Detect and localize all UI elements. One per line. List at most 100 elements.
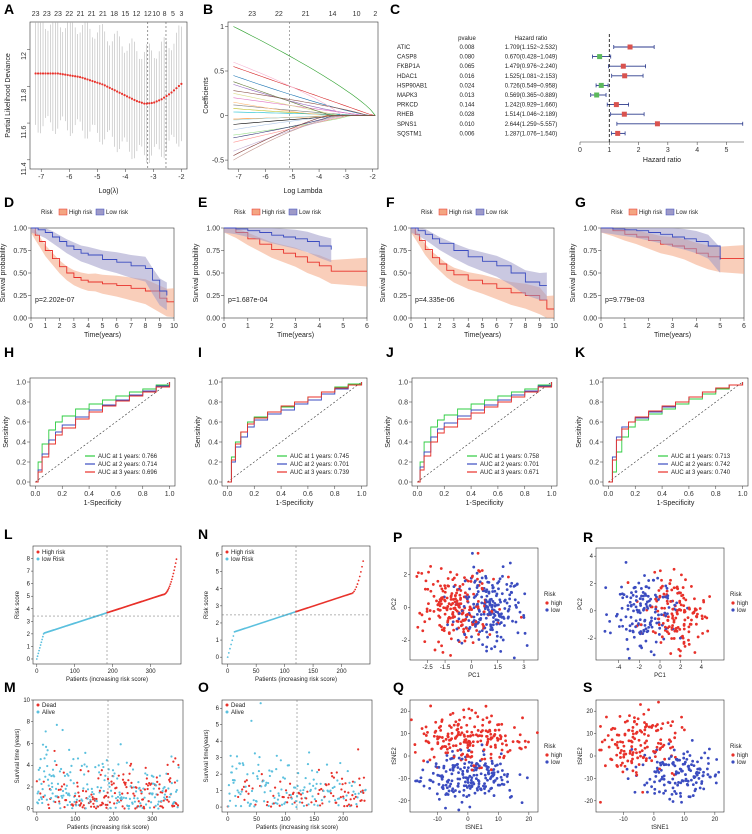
high-point: [497, 728, 501, 732]
risk-point: [362, 560, 365, 563]
high-point: [483, 757, 487, 761]
y-tick-label: 1.0: [208, 380, 218, 387]
high-point: [650, 759, 654, 763]
low-point: [484, 616, 488, 620]
y-tick-label: 0.4: [398, 440, 408, 447]
low-point: [489, 787, 493, 791]
dead-point: [347, 803, 351, 806]
dead-point: [169, 777, 172, 780]
low-point: [509, 584, 512, 588]
high-point: [643, 721, 646, 724]
dead-point: [141, 798, 145, 801]
low-point: [697, 777, 701, 780]
high-point: [693, 651, 697, 654]
panel-E: 0 1 2 3 4 5 60.000.250.500.751.00Time(years)Su…: [193, 208, 369, 339]
high-point: [462, 708, 466, 712]
low-point: [639, 644, 643, 648]
low-point: [693, 775, 697, 779]
low-point: [499, 752, 503, 756]
legend-auc: AUC at 3 years: 0.740: [671, 470, 731, 476]
low-point: [608, 619, 612, 623]
high-point: [451, 616, 455, 619]
high-point: [639, 754, 642, 758]
x-axis-label: PC1: [654, 673, 666, 679]
high-point: [432, 755, 436, 759]
y-tick-label: 0.00: [583, 316, 597, 323]
high-point: [443, 584, 447, 588]
alive-point: [233, 779, 236, 782]
legend-low: low: [551, 760, 561, 766]
high-point: [673, 755, 677, 759]
x-tick-label: 4: [466, 323, 470, 330]
high-point: [682, 596, 686, 600]
high-point: [446, 619, 450, 622]
high-point: [472, 592, 476, 596]
x-tick-label: 0: [226, 817, 230, 823]
dead-point: [145, 782, 148, 786]
legend-dot-alive: [36, 710, 40, 714]
low-point: [653, 787, 657, 791]
dead-point: [349, 798, 352, 801]
low-point: [492, 612, 496, 616]
alive-point: [228, 799, 232, 802]
dead-point: [121, 778, 125, 781]
high-point: [482, 610, 486, 614]
low-point: [707, 762, 710, 765]
dead-point: [327, 783, 330, 786]
dead-point: [105, 806, 108, 809]
forest-hr-text: 1.514(1.046~2.189): [505, 112, 558, 118]
low-point: [626, 647, 630, 651]
low-point: [667, 742, 671, 746]
dead-point: [320, 787, 323, 791]
risk-point: [174, 565, 176, 568]
panel-label-K: K: [575, 344, 585, 360]
dead-point: [174, 757, 177, 760]
legend-dot-high: [731, 753, 735, 757]
alive-point: [153, 796, 157, 799]
high-point: [455, 619, 459, 623]
low-point: [457, 756, 461, 760]
alive-point: [163, 793, 167, 796]
alive-point: [262, 779, 265, 782]
dead-point: [353, 797, 356, 800]
alive-point: [37, 768, 40, 771]
low-point: [458, 777, 462, 781]
risk-point: [168, 585, 171, 588]
low-point: [674, 772, 678, 776]
high-point: [610, 758, 614, 762]
high-point: [465, 723, 469, 727]
low-point: [491, 623, 495, 627]
low-point: [661, 595, 665, 599]
high-point: [453, 737, 457, 740]
y-tick-label: 0.6: [208, 420, 218, 427]
high-point: [435, 599, 438, 603]
roc-curve: [35, 382, 171, 483]
x-tick-label: 3: [452, 323, 456, 330]
alive-point: [148, 806, 152, 809]
risk-point: [35, 658, 38, 660]
low-point: [438, 774, 442, 778]
high-point: [645, 757, 648, 761]
high-point: [464, 613, 468, 617]
alive-point: [311, 795, 314, 798]
y-tick-label: 4: [27, 607, 31, 613]
high-point: [460, 731, 464, 735]
low-point: [646, 606, 650, 610]
forest-hr-text: 2.644(1.259~5.557): [505, 122, 558, 128]
high-point: [682, 622, 686, 626]
high-point: [465, 626, 468, 630]
low-point: [502, 783, 506, 786]
low-point: [472, 596, 476, 599]
top-df-label: 5: [171, 11, 175, 18]
top-df-label: 21: [88, 11, 96, 18]
roc-curve: [227, 382, 363, 483]
low-point: [626, 607, 630, 611]
x-tick-label: 0.2: [249, 491, 259, 498]
dead-point: [282, 796, 285, 799]
dead-point: [355, 805, 359, 808]
low-point: [483, 773, 487, 777]
low-point: [644, 594, 648, 597]
x-tick-label: 9: [538, 323, 542, 330]
high-point: [671, 607, 675, 611]
high-point: [449, 597, 453, 601]
